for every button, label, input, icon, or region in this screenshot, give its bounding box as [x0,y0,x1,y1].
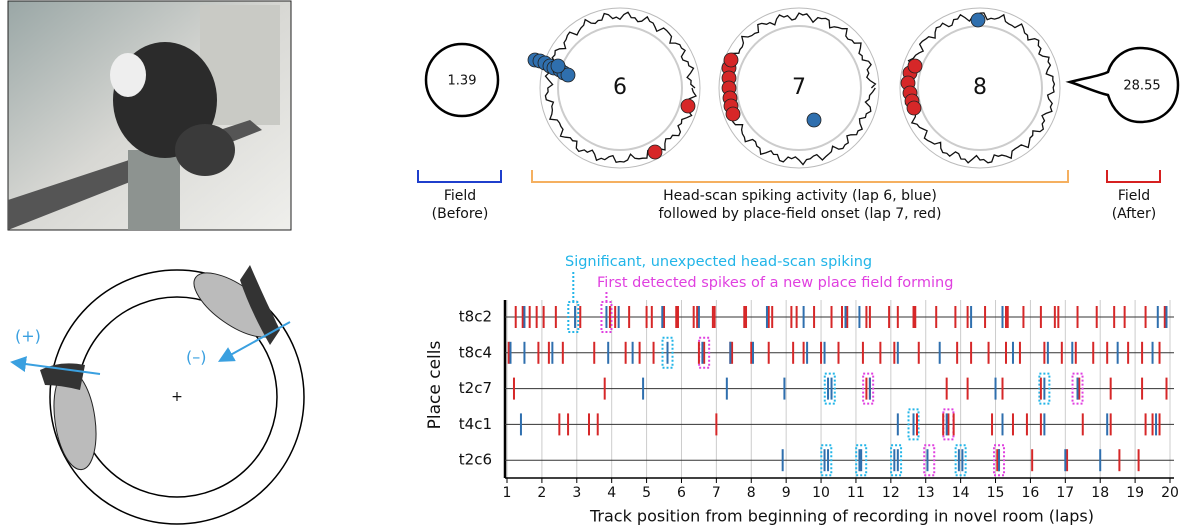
lap-number: 7 [792,75,806,100]
x-tick-label: 12 [882,485,900,501]
scan-highlight [661,336,674,369]
bracket-text: (Before) [432,206,489,222]
scan-highlight [855,444,868,477]
scan-highlight [820,444,833,477]
spike-dot [907,58,923,74]
cell-label: t2c7 [459,379,492,397]
x-tick-label: 4 [607,485,616,501]
x-tick-label: 11 [847,485,865,501]
bracket-text: (After) [1112,206,1157,222]
x-tick-label: 17 [1056,485,1074,501]
onset-highlight [1071,372,1084,405]
cell-label: t8c4 [459,343,492,361]
field-before: 1.39 [448,74,477,89]
plus-label: (+) [15,327,41,346]
top-panels: 1.39 28.55 Field (Before) Head-scan spik… [417,42,1180,222]
lap-number: 8 [973,75,987,100]
x-tick-label: 2 [537,485,546,501]
center-mark: + [171,389,183,405]
x-tick-label: 18 [1091,485,1109,501]
spike-dot [906,100,922,116]
spike-dot [680,98,696,114]
x-tick-label: 19 [1126,485,1144,501]
outer-circle [718,7,880,169]
scan-highlight [907,408,920,441]
lap-number: 6 [613,75,627,100]
bracket-text: followed by place-field onset (lap 7, re… [658,206,941,222]
scan-highlight [823,372,836,405]
bracket-text: Head-scan spiking activity (lap 6, blue) [663,188,937,204]
scan-highlight [1038,372,1051,405]
x-tick-label: 13 [917,485,935,501]
x-tick-label: 10 [812,485,830,501]
x-tick-label: 3 [572,485,581,501]
x-tick-label: 20 [1161,485,1179,501]
cell-label: t8c2 [459,308,492,326]
spike-dot [725,106,741,122]
onset-highlight [862,372,875,405]
outer-circle [899,7,1061,169]
cell-label: t2c6 [459,451,492,469]
y-axis-label: Place cells [425,341,445,430]
spike-dot [723,52,739,68]
scan-highlight [954,444,967,477]
x-tick-label: 8 [747,485,756,501]
spike-dot [806,112,822,128]
spike-dot [560,67,576,83]
guide-circle [736,25,862,151]
x-tick-label: 14 [952,485,970,501]
x-tick-label: 15 [987,485,1005,501]
photo [7,0,292,231]
onset-highlight [993,444,1006,477]
spike-dot [550,58,566,74]
cell-label: t4c1 [459,415,492,433]
bracket-text: Field [444,188,476,204]
spike-dot [647,144,663,160]
x-axis-label: Track position from beginning of recordi… [589,507,1094,526]
annotation: First detected spikes of a new place fie… [597,275,953,291]
spike-dot [970,12,986,28]
guide-circle [557,25,683,151]
x-tick-label: 7 [712,485,721,501]
scan-highlight [890,444,903,477]
track-diagram: (+) (–) + [10,265,305,525]
outer-circle [539,7,701,169]
field-after: 28.55 [1123,79,1160,94]
onset-highlight [923,444,936,477]
x-tick-label: 16 [1022,485,1040,501]
x-tick-label: 1 [503,485,512,501]
x-tick-label: 9 [782,485,791,501]
bracket-text: Field [1118,188,1150,204]
minus-label: (–) [186,348,206,367]
annotation: Significant, unexpected head-scan spikin… [565,254,872,270]
x-tick-label: 6 [677,485,686,501]
x-tick-label: 5 [642,485,651,501]
